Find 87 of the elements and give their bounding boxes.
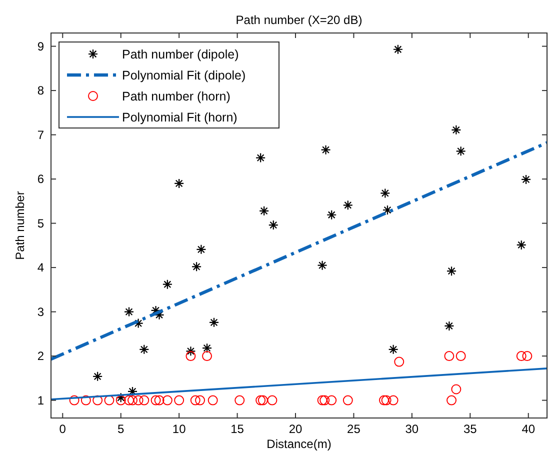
point: [320, 144, 331, 155]
point: [128, 395, 138, 406]
x-tick-label: 5: [118, 422, 125, 436]
point: [154, 395, 164, 406]
point: [234, 395, 245, 406]
point: [186, 351, 196, 362]
point: [388, 395, 398, 406]
point: [444, 320, 454, 332]
point: [208, 395, 218, 406]
point: [202, 351, 212, 362]
point: [186, 346, 196, 356]
point: [342, 395, 353, 406]
point: [139, 395, 150, 406]
y-tick-label: 8: [37, 84, 44, 98]
point: [317, 395, 328, 406]
point: [326, 210, 337, 220]
point: [127, 386, 138, 396]
point: [256, 152, 266, 163]
point: [388, 344, 398, 354]
legend-label: Polynomial Fit (dipole): [122, 68, 246, 82]
y-tick-label: 9: [37, 39, 44, 54]
point: [446, 266, 457, 276]
point: [516, 240, 526, 250]
point: [259, 206, 270, 216]
point: [378, 395, 389, 406]
legend-label: Path number (dipole): [122, 48, 239, 62]
point: [92, 371, 103, 382]
point: [139, 344, 150, 354]
point: [191, 262, 202, 272]
point: [392, 44, 404, 54]
x-axis-title: Distance(m): [266, 437, 332, 451]
x-tick-label: 35: [463, 422, 478, 436]
chart-title: Path number (X=20 dB): [236, 13, 362, 27]
point: [444, 351, 454, 362]
point: [202, 343, 212, 354]
point: [320, 395, 330, 406]
point: [104, 395, 114, 406]
x-tick-label: 25: [347, 422, 361, 436]
point: [451, 384, 462, 394]
x-tick-label: 0: [59, 422, 66, 436]
y-tick-label: 3: [37, 304, 44, 319]
y-tick-label: 2: [37, 349, 44, 364]
point: [150, 395, 161, 406]
point: [446, 395, 457, 406]
point: [317, 260, 328, 270]
point: [456, 351, 466, 362]
point: [174, 395, 184, 406]
point: [451, 124, 462, 135]
legend-label: Path number (horn): [122, 90, 230, 104]
point: [381, 395, 392, 406]
point: [516, 351, 526, 362]
point: [195, 395, 206, 406]
point: [326, 395, 337, 406]
point: [116, 392, 126, 403]
point: [267, 395, 278, 406]
x-tick-label: 10: [172, 422, 186, 436]
x-tick-label: 30: [405, 422, 419, 436]
point: [190, 395, 200, 406]
y-tick-label: 7: [37, 128, 44, 142]
point: [174, 178, 184, 189]
point: [394, 356, 404, 367]
point: [196, 244, 206, 254]
point: [162, 279, 172, 290]
x-tick-label: 40: [522, 422, 536, 436]
y-tick-label: 5: [37, 216, 44, 230]
point: [124, 306, 134, 317]
x-tick-label: 15: [230, 422, 244, 436]
point: [80, 395, 91, 406]
y-tick-label: 1: [37, 393, 44, 408]
point: [69, 395, 80, 406]
point: [116, 395, 126, 406]
y-tick-label: 6: [37, 172, 44, 186]
x-tick-label: 20: [288, 422, 302, 436]
point: [380, 188, 390, 198]
point: [133, 395, 144, 406]
point: [208, 317, 220, 328]
point: [520, 174, 532, 185]
point: [268, 220, 278, 230]
point: [124, 395, 134, 406]
point: [456, 146, 466, 156]
legend-label: Polynomial Fit (horn): [122, 110, 238, 124]
y-axis-title: Path number: [13, 191, 27, 260]
y-tick-label: 4: [37, 260, 44, 275]
point: [162, 395, 172, 406]
point: [522, 351, 532, 362]
point: [133, 318, 144, 328]
point: [342, 200, 353, 210]
